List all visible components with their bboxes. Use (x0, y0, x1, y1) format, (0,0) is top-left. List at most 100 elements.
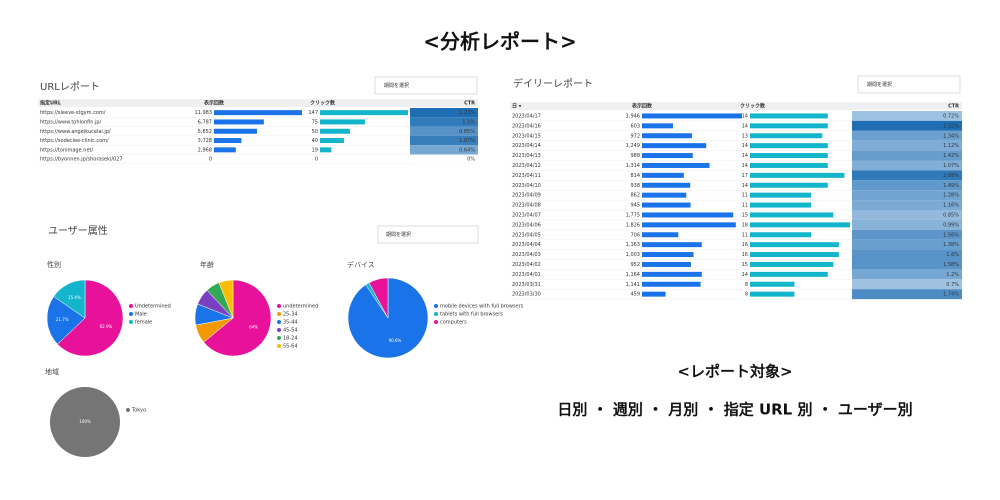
clicks-bar (320, 119, 365, 125)
clicks: 14 (742, 113, 748, 119)
row-key: 2023/04/14 (512, 143, 541, 149)
legend-swatch (277, 336, 281, 340)
ctr: 0.64% (459, 147, 475, 153)
ctr-cell (852, 140, 962, 151)
legend-label: Undetermined (135, 304, 171, 310)
ctr-cell (852, 210, 962, 220)
impressions: 1,826 (626, 222, 640, 228)
row-key: 2023/04/15 (512, 133, 541, 139)
impressions-bar (642, 242, 702, 248)
impressions: 972 (630, 133, 640, 139)
column-header: CTR (948, 104, 959, 110)
impressions: 706 (630, 232, 640, 238)
clicks-bar (320, 128, 350, 134)
ctr: 0.99% (943, 222, 959, 228)
impressions-bar (642, 261, 691, 267)
impressions: 459 (630, 292, 640, 298)
legend-label: 35-44 (283, 320, 298, 326)
impressions: 1,249 (626, 143, 640, 149)
row-key: 2023/04/09 (512, 193, 541, 199)
ctr-cell (410, 154, 478, 164)
ctr: 1.07% (943, 163, 959, 169)
pie-slice (53, 279, 86, 319)
panel-title: デイリーレポート (513, 77, 593, 90)
ctr-cell (852, 259, 962, 270)
legend-swatch (277, 304, 281, 308)
clicks-bar (750, 143, 828, 149)
impressions: 5,852 (198, 129, 212, 135)
ctr-cell (410, 126, 478, 136)
row-key: 2023/04/07 (512, 212, 541, 218)
ctr: 1.23% (459, 110, 475, 116)
clicks-bar (750, 192, 812, 198)
clicks-bar (750, 261, 834, 267)
clicks: 8 (745, 282, 748, 288)
ctr-cell (410, 145, 478, 155)
clicks-bar (750, 182, 828, 188)
clicks: 13 (742, 133, 748, 139)
clicks: 17 (742, 173, 748, 179)
impressions-bar (642, 113, 742, 119)
chart-title: デバイス (347, 260, 375, 269)
impressions-bar (214, 128, 257, 134)
impressions: 2,968 (198, 147, 212, 153)
column-header: 表示回数 (631, 103, 653, 110)
clicks: 14 (742, 163, 748, 169)
row-key: 2023/03/30 (512, 292, 541, 298)
ctr: 1.1% (462, 119, 475, 125)
row-key: 2023/04/01 (512, 272, 541, 278)
ctr-cell (852, 111, 962, 121)
table-header (38, 99, 478, 107)
clicks: 147 (308, 110, 318, 116)
impressions: 1,163 (626, 242, 640, 248)
impressions: 938 (630, 183, 640, 189)
clicks: 11 (742, 193, 748, 199)
dropdown-label: 期間を選択 (384, 82, 409, 89)
ctr: 1.2% (946, 272, 959, 278)
impressions: 1,775 (626, 212, 640, 218)
dropdown-label: 期間を選択 (867, 81, 892, 88)
clicks: 14 (742, 183, 748, 189)
legend-swatch (277, 320, 281, 324)
impressions-bar (214, 147, 236, 153)
clicks: 15 (742, 262, 748, 268)
legend-swatch (129, 312, 133, 316)
clicks: 8 (745, 292, 748, 298)
impressions-bar (642, 123, 673, 129)
impressions: 862 (630, 193, 640, 199)
panel-title: ユーザー属性 (48, 224, 108, 237)
dropdown[interactable] (377, 225, 479, 244)
ctr-cell (852, 269, 962, 280)
ctr: 0.72% (943, 113, 959, 119)
clicks-bar (750, 232, 812, 238)
row-key: 2023/03/31 (512, 282, 541, 288)
ctr: 0% (467, 157, 475, 163)
dropdown[interactable] (857, 75, 961, 94)
impressions: 1,314 (626, 163, 640, 169)
page-title: <分析レポート> (423, 30, 577, 54)
section-title: <レポート対象> (677, 363, 792, 381)
slice-label: 64% (249, 325, 258, 330)
clicks-bar (320, 147, 332, 153)
legend-label: mobile devices with full browsers (440, 304, 524, 310)
impressions-bar (642, 271, 702, 277)
ctr-cell (852, 160, 962, 171)
clicks-bar (320, 138, 344, 144)
ctr: 1.74% (943, 292, 959, 298)
ctr-cell (852, 249, 962, 260)
dropdown[interactable] (374, 76, 478, 95)
impressions-bar (642, 222, 736, 228)
legend-swatch (277, 328, 281, 332)
clicks-bar (750, 271, 828, 277)
clicks-bar (750, 153, 828, 159)
clicks: 75 (312, 119, 318, 125)
pie-slice (368, 277, 389, 319)
impressions-bar (642, 182, 691, 188)
legend-swatch (434, 312, 438, 316)
ctr-cell (852, 229, 962, 240)
row-key: 2023/04/02 (512, 262, 541, 268)
ctr-cell (852, 180, 962, 191)
legend-swatch (277, 312, 281, 316)
ctr: 0.7% (946, 282, 959, 288)
impressions-bar (214, 138, 242, 144)
